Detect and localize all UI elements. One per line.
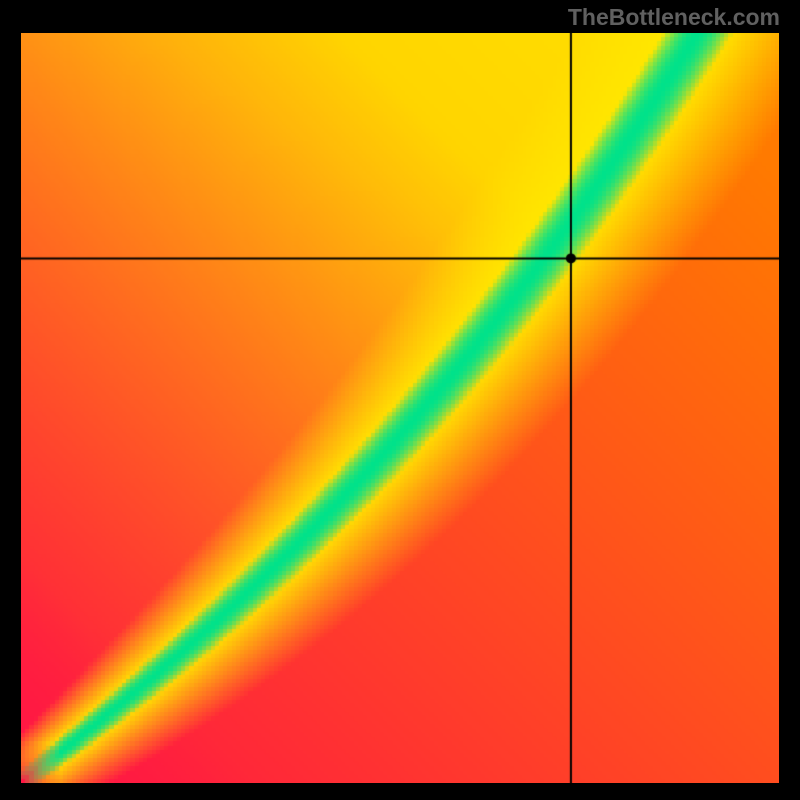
bottleneck-heatmap	[21, 33, 779, 783]
chart-container: TheBottleneck.com	[0, 0, 800, 800]
watermark-text: TheBottleneck.com	[568, 4, 780, 31]
